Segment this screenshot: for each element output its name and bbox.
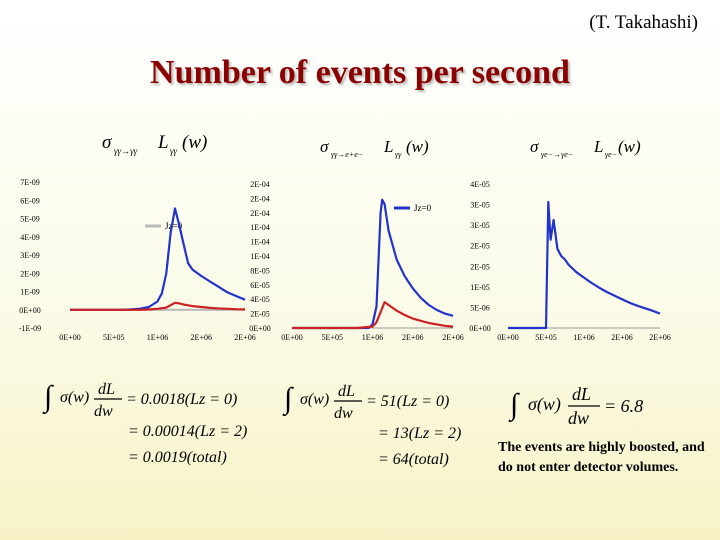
y-tick-label: 1E-09: [20, 288, 40, 297]
x-tick-label: 0E+00: [59, 333, 80, 342]
note-text: The events are highly boosted, and do no…: [498, 440, 705, 475]
integral-sign: ∫: [508, 388, 520, 423]
y-tick-label: 2E-04: [250, 180, 270, 189]
formula-value-1: = 0.0018(Lz = 0): [126, 391, 237, 408]
y-tick-label: 3E-05: [470, 221, 490, 230]
label-sigma-sub: γγ→γγ: [114, 146, 138, 156]
label-sigma-sub: γγ→e+e−: [331, 150, 363, 159]
y-tick-label: 7E-09: [20, 178, 40, 187]
x-tick-label: 2E+06: [649, 333, 670, 342]
formula-value-2: = 0.00014(Lz = 2): [128, 423, 247, 440]
label-L-sub: γγ: [170, 146, 178, 156]
chart-gg-to-gg: 7E-09 6E-09 5E-09 4E-09 3E-09 2E-09 1E-09 0E+00…: [19, 178, 256, 342]
legend-label: Jz=0: [414, 203, 432, 213]
y-tick-label: 5E-09: [20, 215, 40, 224]
y-tick-label: 6E-09: [20, 196, 40, 205]
chart1-label: σ γγ→γγ L γγ (w): [102, 132, 207, 156]
y-tick-label: 2E-04: [250, 194, 270, 203]
formula-ge-to-ge: ∫ σ(w) dL dw = 6.8: [508, 384, 643, 428]
label-sigma: σ: [102, 132, 112, 153]
slide-title: Number of events per second: [150, 54, 570, 91]
y-tick-label: 1E-04: [250, 223, 270, 232]
formula-value-3: = 64(total): [378, 451, 449, 468]
x-tick-label: 2E+06: [402, 333, 423, 342]
x-tick-label: 0E+00: [281, 333, 302, 342]
legend-label: Jz=0: [165, 221, 183, 231]
formula-value-1: = 6.8: [604, 396, 643, 416]
x-tick-label: 2E+06: [611, 333, 632, 342]
x-tick-label: 1E+06: [362, 333, 383, 342]
series-line: [508, 200, 661, 330]
formula-value-3: = 0.0019(total): [128, 449, 227, 466]
y-tick-label: 2E-09: [20, 269, 40, 278]
chart-ge-to-ge: 4E-05 3E-05 3E-05 2E-05 2E-05 1E-05 5E-06 0E+00…: [469, 180, 670, 342]
series-line: [70, 301, 246, 311]
formula-sigma-w: σ(w): [528, 394, 561, 415]
y-tick-label: 0E+00: [469, 324, 490, 333]
x-tick-label: 5E+05: [322, 333, 343, 342]
formula-dL: dL: [98, 381, 115, 398]
formula-gg-to-gg: ∫ σ(w) dL dw = 0.0018(Lz = 0) = 0.00014(…: [42, 380, 247, 466]
x-tick-label: 2E+06: [234, 333, 255, 342]
y-tick-label: 4E-05: [470, 180, 490, 189]
x-tick-label: 0E+00: [497, 333, 518, 342]
y-tick-label: 2E-04: [250, 209, 270, 218]
formula-value-2: = 13(Lz = 2): [378, 425, 461, 442]
y-tick-label: 1E-04: [250, 252, 270, 261]
y-tick-label: 2E-05: [250, 310, 270, 319]
y-tick-label: 2E-05: [470, 242, 490, 251]
formula-dw: dw: [568, 408, 589, 428]
y-tick-label: 1E-04: [250, 238, 270, 247]
author-credit: (T. Takahashi): [589, 12, 698, 33]
formula-sigma-w: σ(w): [60, 389, 89, 406]
chart2-label: σ γγ→e+e− L γγ (w): [320, 137, 429, 159]
y-tick-label: 6E-05: [250, 281, 270, 290]
y-tick-label: 2E-05: [470, 262, 490, 271]
formula-value-1: = 51(Lz = 0): [366, 393, 449, 410]
x-tick-label: 2E+06: [442, 333, 463, 342]
label-L: L: [593, 137, 603, 156]
x-tick-label: 1E+06: [147, 333, 168, 342]
formula-dL: dL: [572, 384, 591, 404]
formula-dL: dL: [338, 383, 355, 400]
formula-dw: dw: [334, 405, 353, 422]
label-sigma-sub: γe−→γe−: [541, 150, 573, 159]
y-tick-label: 4E-05: [250, 295, 270, 304]
label-L: L: [157, 132, 169, 153]
y-tick-label: 5E-06: [470, 303, 490, 312]
y-tick-label: 4E-09: [20, 233, 40, 242]
integral-sign: ∫: [42, 380, 54, 415]
formula-dw: dw: [94, 403, 113, 420]
series-line: [292, 301, 454, 330]
y-tick-label: 1E-05: [470, 283, 490, 292]
label-w: (w): [182, 132, 207, 153]
x-tick-label: 5E+05: [103, 333, 124, 342]
x-tick-label: 1E+06: [573, 333, 594, 342]
y-tick-label: 3E-05: [470, 201, 490, 210]
y-tick-label: 8E-05: [250, 266, 270, 275]
formula-gg-to-ee: ∫ σ(w) dL dw = 51(Lz = 0) = 13(Lz = 2) =…: [282, 382, 461, 468]
x-tick-label: 2E+06: [191, 333, 212, 342]
chart-gg-to-ee: 2E-04 2E-04 2E-04 1E-04 1E-04 1E-04 8E-05 6E-05…: [249, 180, 463, 342]
label-w: (w): [406, 137, 429, 156]
y-tick-label: -1E-09: [19, 324, 41, 333]
label-sigma: σ: [320, 137, 329, 156]
label-w: (w): [618, 137, 641, 156]
x-tick-label: 5E+05: [535, 333, 556, 342]
chart3-label: σ γe−→γe− L γe− (w): [530, 137, 641, 159]
y-tick-label: 3E-09: [20, 251, 40, 260]
integral-sign: ∫: [282, 382, 294, 417]
series-line: [292, 198, 454, 330]
label-L: L: [383, 137, 393, 156]
y-tick-label: 0E+00: [19, 306, 40, 315]
label-L-sub: γγ: [395, 150, 402, 159]
label-sigma: σ: [530, 137, 539, 156]
formula-sigma-w: σ(w): [300, 391, 329, 408]
series-line: [70, 207, 246, 311]
label-L-sub: γe−: [605, 150, 617, 159]
y-tick-label: 0E+00: [249, 324, 270, 333]
